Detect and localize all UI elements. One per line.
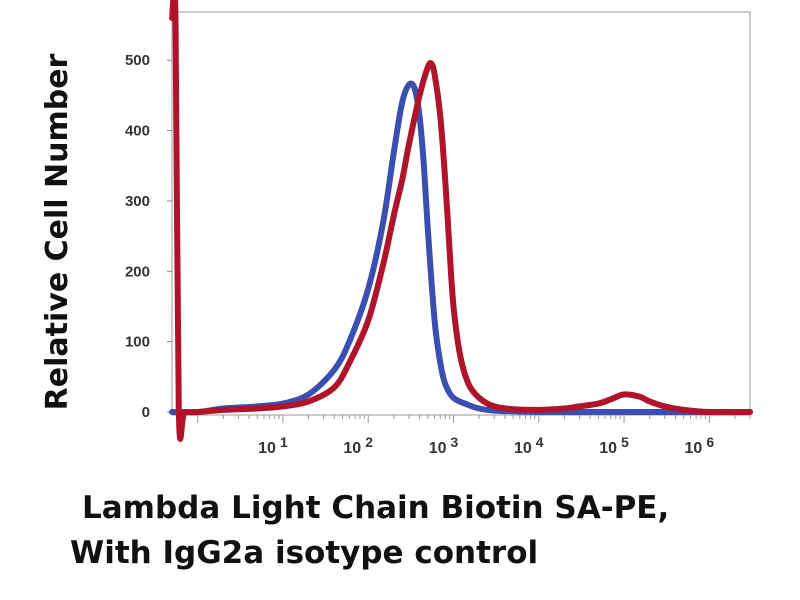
y-tick-label: 500 [125, 52, 150, 69]
y-tick-label: 200 [125, 263, 150, 280]
y-tick-label: 100 [125, 334, 150, 351]
y-axis-ticks: 0 100 200 300 400 500 [125, 52, 172, 421]
x-tick-label: 10 1 [258, 434, 288, 457]
y-tick-label: 0 [142, 404, 150, 421]
x-tick-label: 10 3 [429, 434, 459, 457]
x-tick-label: 10 2 [343, 434, 373, 457]
x-tick-label: 10 6 [685, 434, 715, 457]
y-axis-title: Relative Cell Number [40, 53, 75, 410]
plot-frame [171, 11, 751, 416]
y-tick-label: 400 [125, 123, 150, 140]
x-axis-title-line-2: With IgG2a isotype control [70, 535, 539, 571]
y-tick-label: 300 [125, 193, 150, 210]
x-axis-title-line-1: Lambda Light Chain Biotin SA-PE, [82, 490, 670, 526]
lambda-stain-histogram [169, 0, 753, 442]
x-axis-ticks: 10 1 10 2 10 3 10 4 10 5 10 6 [197, 415, 751, 457]
x-tick-label: 10 4 [514, 434, 544, 457]
x-tick-label: 10 5 [599, 434, 629, 457]
histogram-series [169, 0, 753, 442]
isotype-control-histogram [169, 80, 753, 416]
